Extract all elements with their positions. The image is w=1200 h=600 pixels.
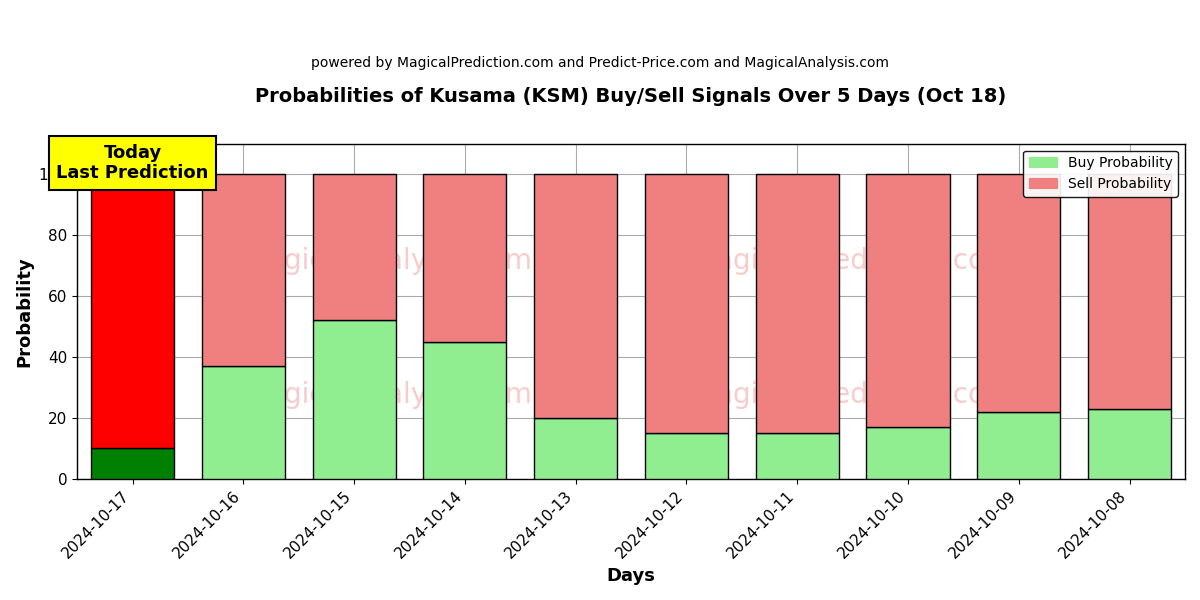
Bar: [644, 174, 728, 433]
Bar: [866, 427, 949, 479]
Bar: [312, 320, 396, 479]
Legend: Buy Probability, Sell Probability: Buy Probability, Sell Probability: [1024, 151, 1178, 197]
Text: MagicallPrediction.com: MagicallPrediction.com: [692, 247, 1013, 275]
Bar: [977, 174, 1061, 412]
Bar: [756, 174, 839, 433]
Text: MagicalAnalysis.com: MagicalAnalysis.com: [242, 381, 532, 409]
Bar: [644, 433, 728, 479]
Text: MagicallPrediction.com: MagicallPrediction.com: [692, 381, 1013, 409]
Bar: [424, 342, 506, 479]
Bar: [312, 174, 396, 320]
Bar: [1088, 174, 1171, 409]
Bar: [202, 174, 284, 366]
Bar: [91, 174, 174, 448]
Bar: [534, 418, 617, 479]
Bar: [91, 448, 174, 479]
Bar: [202, 366, 284, 479]
Bar: [1088, 409, 1171, 479]
Bar: [424, 174, 506, 342]
Bar: [534, 174, 617, 418]
Text: MagicalAnalysis.com: MagicalAnalysis.com: [242, 247, 532, 275]
Title: Probabilities of Kusama (KSM) Buy/Sell Signals Over 5 Days (Oct 18): Probabilities of Kusama (KSM) Buy/Sell S…: [256, 87, 1007, 106]
X-axis label: Days: Days: [607, 567, 655, 585]
Y-axis label: Probability: Probability: [14, 256, 32, 367]
Bar: [866, 174, 949, 427]
Text: powered by MagicalPrediction.com and Predict-Price.com and MagicalAnalysis.com: powered by MagicalPrediction.com and Pre…: [311, 56, 889, 70]
Bar: [756, 433, 839, 479]
Bar: [977, 412, 1061, 479]
Text: Today
Last Prediction: Today Last Prediction: [56, 143, 209, 182]
